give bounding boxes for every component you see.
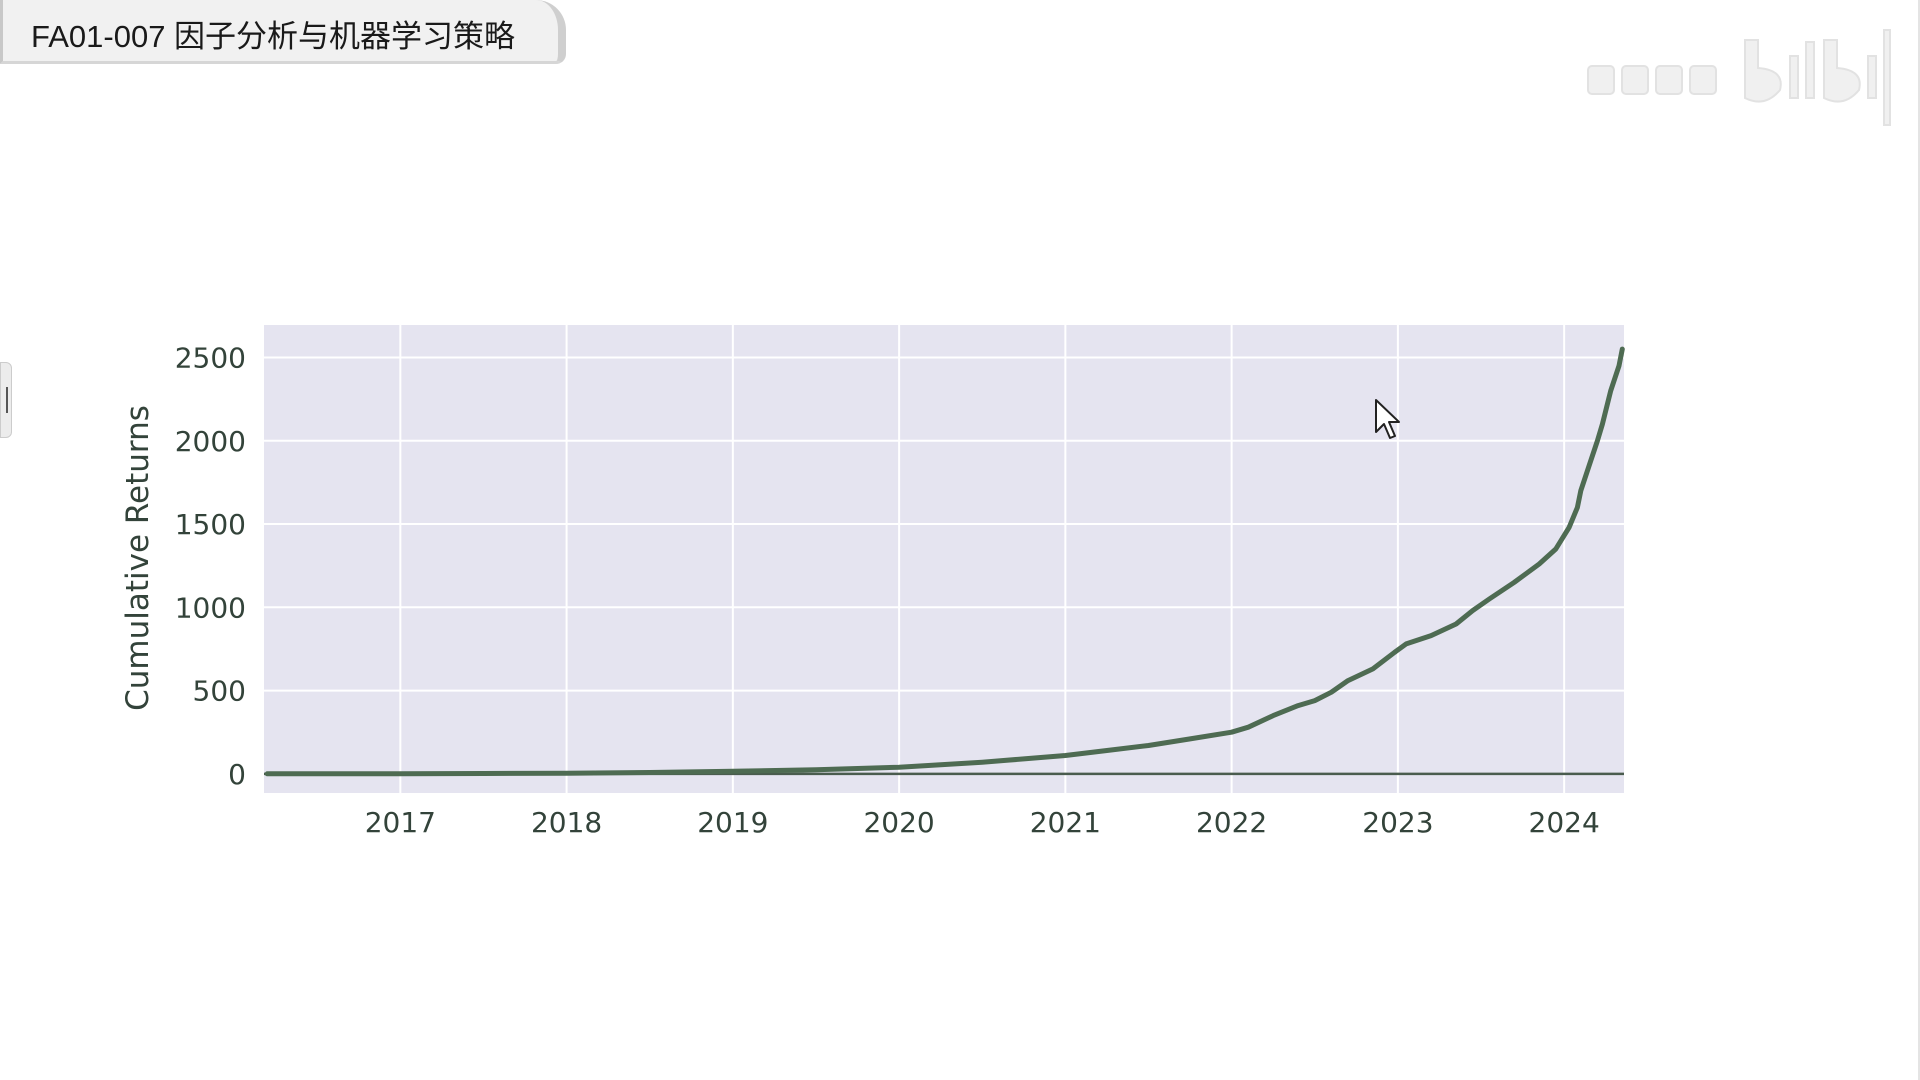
x-tick-label: 2021 bbox=[1030, 806, 1101, 839]
plot-area bbox=[264, 325, 1624, 793]
x-tick-label: 2022 bbox=[1196, 806, 1267, 839]
x-tick-label: 2023 bbox=[1362, 806, 1433, 839]
right-border bbox=[1918, 0, 1920, 1080]
y-tick-label: 500 bbox=[193, 675, 246, 708]
x-tick-label: 2024 bbox=[1529, 806, 1600, 839]
mouse-cursor-icon bbox=[1375, 399, 1400, 439]
y-tick-label: 1000 bbox=[175, 591, 246, 624]
x-tick-label: 2018 bbox=[531, 806, 602, 839]
side-panel-handle[interactable] bbox=[0, 362, 12, 438]
video-title: FA01-007 因子分析与机器学习策略 bbox=[31, 19, 516, 54]
y-tick-label: 1500 bbox=[175, 508, 246, 541]
x-tick-label: 2019 bbox=[697, 806, 768, 839]
y-tick-label: 0 bbox=[228, 758, 246, 791]
cumulative-returns-line bbox=[264, 346, 1625, 777]
y-tick-label: 2500 bbox=[175, 341, 246, 374]
title-tab: FA01-007 因子分析与机器学习策略 bbox=[0, 0, 566, 64]
y-axis-label: Cumulative Returns bbox=[120, 405, 156, 711]
y-tick-label: 2000 bbox=[175, 425, 246, 458]
bilibili-logo-watermark bbox=[1587, 29, 1891, 126]
x-tick-label: 2017 bbox=[365, 806, 436, 839]
x-tick-label: 2020 bbox=[863, 806, 934, 839]
